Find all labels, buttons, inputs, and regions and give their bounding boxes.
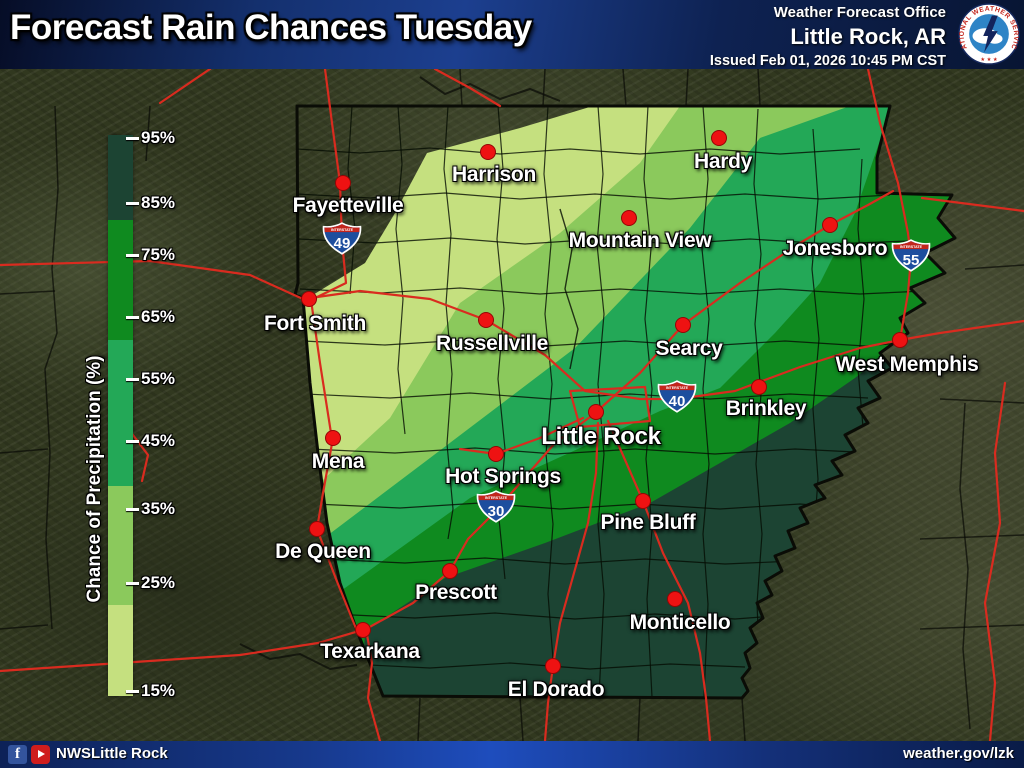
legend-tick-55%: 55% (126, 369, 175, 389)
svg-text:INTERSTATE: INTERSTATE (331, 228, 354, 232)
city-dot-monticello (667, 591, 683, 607)
city-dot-texarkana (355, 622, 371, 638)
city-label-de-queen: De Queen (275, 540, 371, 563)
highway-i30 (0, 415, 592, 673)
legend-tick-35%: 35% (126, 499, 175, 519)
office-city: Little Rock, AR (790, 23, 946, 49)
svg-text:55: 55 (903, 252, 920, 269)
city-label-hardy: Hardy (693, 150, 753, 173)
highway-us167 (543, 421, 600, 741)
city-label-brinkley: Brinkley (725, 397, 807, 420)
city-label-russellville: Russellville (436, 332, 548, 355)
little-rock-beltway (568, 385, 652, 429)
city-dot-de-queen (309, 521, 325, 537)
city-label-searcy: Searcy (655, 337, 723, 360)
state-border (293, 104, 957, 700)
outside-county-lines (0, 69, 1024, 741)
svg-text:INTERSTATE: INTERSTATE (900, 245, 923, 249)
legend-tick-75%: 75% (126, 245, 175, 265)
highway-east-meander (983, 381, 1007, 741)
city-label-texarkana: Texarkana (320, 640, 420, 663)
legend-tick-65%: 65% (126, 307, 175, 327)
svg-text:★ ★ ★: ★ ★ ★ (980, 57, 997, 63)
city-dot-hardy (711, 130, 727, 146)
svg-text:49: 49 (334, 235, 351, 252)
svg-text:INTERSTATE: INTERSTATE (485, 496, 508, 500)
highway-ok-nw (158, 69, 212, 105)
legend-band-45-65% (108, 340, 133, 486)
legend-title: Chance of Precipitation (%) (84, 355, 105, 603)
city-label-prescott: Prescott (415, 581, 497, 604)
highway-tn-spur (920, 196, 1024, 213)
forecast-map: 95% 85% 75% 65% 55% 45% 35% 25% 15% Chance of Pr… (0, 69, 1024, 741)
svg-text:INTERSTATE: INTERSTATE (666, 386, 689, 390)
legend-tick-95%: 95% (126, 128, 175, 148)
city-label-fayetteville: Fayetteville (292, 194, 404, 217)
city-dot-brinkley (751, 379, 767, 395)
page-title: Forecast Rain Chances Tuesday (10, 8, 532, 47)
interstate-shield-40: INTERSTATE 40 (657, 380, 697, 419)
nws-logo-icon: NATIONAL WEATHER SERVICE ★ ★ ★ (958, 3, 1020, 65)
legend-colorbar (108, 135, 133, 696)
legend-tick-25%: 25% (126, 573, 175, 593)
facebook-icon[interactable]: f (8, 745, 27, 764)
highway-us71 (309, 298, 359, 633)
office-line: Weather Forecast Office (773, 4, 946, 21)
city-label-fort-smith: Fort Smith (264, 312, 366, 335)
highway-us70 (458, 416, 585, 456)
legend-band-15-25% (108, 605, 133, 696)
city-label-west-memphis: West Memphis (835, 353, 979, 376)
svg-text:40: 40 (669, 393, 686, 410)
footer-url[interactable]: weather.gov/lzk (903, 745, 1014, 762)
city-dot-harrison (480, 144, 496, 160)
social-handle: NWSLittle Rock (56, 745, 168, 762)
legend-band-25-45% (108, 486, 133, 605)
interstate-shield-49: INTERSTATE 49 (322, 222, 362, 261)
highway-small-arc (128, 429, 150, 483)
city-dot-mountain-view (621, 210, 637, 226)
city-label-monticello: Monticello (629, 611, 731, 634)
svg-text:30: 30 (488, 503, 505, 520)
footer-bar: f NWSLittle Rock weather.gov/lzk (0, 741, 1024, 768)
legend-band-85-95% (108, 135, 133, 220)
city-label-hot-springs: Hot Springs (445, 465, 561, 488)
highway-us67 (594, 189, 895, 414)
city-label-mountain-view: Mountain View (568, 229, 712, 252)
interstate-shield-30: INTERSTATE 30 (476, 490, 516, 529)
city-dot-searcy (675, 317, 691, 333)
city-dot-russellville (478, 312, 494, 328)
city-label-jonesboro: Jonesboro (782, 237, 888, 260)
city-dot-little-rock (588, 404, 604, 420)
city-label-pine-bluff: Pine Bluff (600, 511, 696, 534)
highway-tx-south (364, 627, 382, 741)
map-graphics (0, 69, 1024, 741)
city-dot-fayetteville (335, 175, 351, 191)
city-dot-mena (325, 430, 341, 446)
office-info: Weather Forecast Office Little Rock, AR … (710, 4, 946, 70)
city-dot-prescott (442, 563, 458, 579)
issued-timestamp: Issued Feb 01, 2026 10:45 PM CST (709, 53, 946, 70)
county-lines (296, 106, 926, 698)
city-dot-el-dorado (545, 658, 561, 674)
legend-tick-15%: 15% (126, 681, 175, 701)
interstate-shield-55: INTERSTATE 55 (891, 239, 931, 278)
city-dot-fort-smith (301, 291, 317, 307)
city-label-mena: Mena (311, 450, 365, 473)
city-dot-west-memphis (892, 332, 908, 348)
city-label-harrison: Harrison (452, 163, 536, 186)
city-label-el-dorado: El Dorado (507, 678, 605, 701)
city-dot-hot-springs (488, 446, 504, 462)
highway-i55 (866, 69, 913, 342)
city-dot-pine-bluff (635, 493, 651, 509)
legend-tick-85%: 85% (126, 193, 175, 213)
legend-band-65-85% (108, 220, 133, 340)
header-bar: Forecast Rain Chances Tuesday Weather Fo… (0, 0, 1024, 69)
city-dot-jonesboro (822, 217, 838, 233)
legend-tick-45%: 45% (126, 431, 175, 451)
highway-mo (433, 69, 502, 108)
youtube-icon[interactable] (31, 745, 50, 764)
highway-i49 (309, 69, 348, 302)
city-label-little-rock: Little Rock (541, 423, 661, 450)
